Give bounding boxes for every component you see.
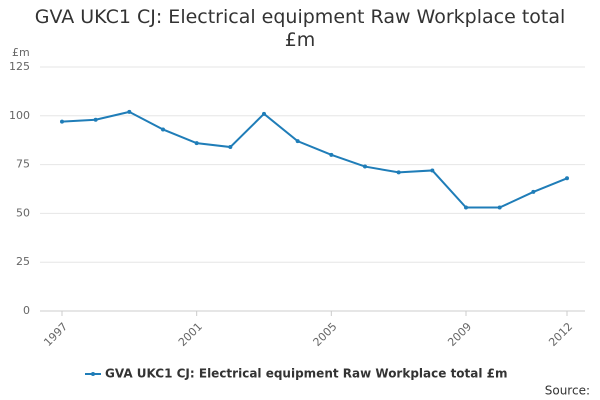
point: [565, 176, 569, 181]
source: Source:: [545, 384, 590, 398]
x-tick-label: 1997: [41, 320, 70, 349]
legend-symbol-dot: [91, 372, 95, 376]
x-tick-label: 2012: [546, 320, 575, 349]
x-tick-label: 2005: [311, 320, 340, 349]
point: [161, 127, 165, 132]
point: [93, 117, 98, 122]
point: [497, 205, 502, 210]
legend-label: GVA UKC1 CJ: Electrical equipment Raw Wo…: [105, 367, 508, 381]
y-tick-label: 25: [16, 255, 30, 268]
y-tick-label: 100: [9, 109, 30, 122]
y-tick-label: 50: [16, 206, 30, 219]
point: [262, 111, 266, 116]
y-axis-label: £m: [12, 46, 30, 59]
chart-title: GVA UKC1 CJ: Electrical equipment Raw Wo…: [34, 6, 566, 51]
point: [194, 141, 199, 146]
point: [363, 164, 367, 169]
point: [60, 119, 64, 124]
series-line: [61, 110, 568, 209]
point: [396, 170, 401, 175]
point: [329, 152, 334, 157]
x-tick-label: 2009: [445, 320, 474, 349]
y-tick-label: 125: [9, 60, 30, 73]
point: [464, 205, 468, 210]
y-tick-label: 0: [23, 304, 30, 317]
point: [295, 139, 300, 144]
y-tick-label: 75: [16, 158, 30, 171]
x-tick-label: 2001: [176, 320, 205, 349]
point: [228, 145, 233, 150]
point: [127, 109, 132, 114]
point: [531, 189, 536, 194]
point: [430, 168, 435, 173]
